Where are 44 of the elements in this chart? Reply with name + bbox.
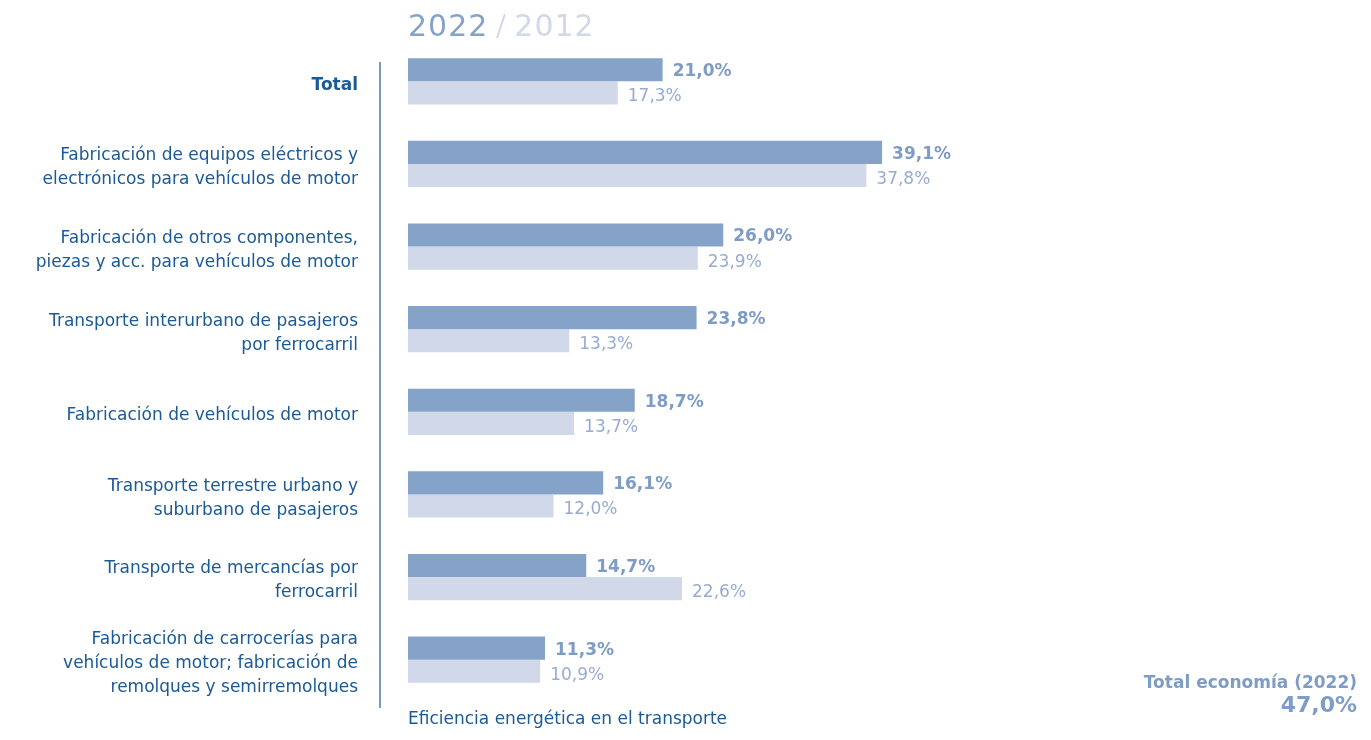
series-label: 2022	[408, 8, 489, 43]
data-label: 26,0%	[733, 225, 793, 246]
y-tick-label: Total	[311, 73, 358, 94]
bar	[408, 636, 546, 660]
bar	[408, 58, 663, 82]
data-label: 13,7%	[584, 415, 639, 436]
bar	[408, 329, 570, 353]
text: Total economía (2022)	[1143, 672, 1357, 692]
bar	[408, 81, 618, 105]
data-label: 39,1%	[892, 142, 952, 163]
data-label: 14,7%	[596, 555, 656, 576]
y-tick-label: Fabricación de equipos eléctricos y electrónicos para vehículos de motor	[42, 144, 359, 189]
y-tick-label: Fabricación de carrocerías para vehículos de motor; fabricación de remolques y semirremolques	[63, 628, 359, 697]
bar	[408, 223, 724, 247]
y-tick-label: Transporte terrestre urbano y suburbano de pasajeros	[106, 474, 359, 519]
bar	[408, 140, 883, 164]
bar	[408, 659, 541, 683]
data-label: 13,3%	[579, 333, 634, 354]
y-tick-label: Fabricación de otros componentes, piezas y acc. para vehículos de motor	[35, 226, 359, 271]
data-label: 12,0%	[563, 498, 618, 519]
data-label: 22,6%	[692, 581, 747, 602]
bar	[408, 471, 604, 495]
data-label: 37,8%	[876, 167, 931, 188]
data-label: 17,3%	[627, 85, 682, 106]
bar	[408, 388, 635, 412]
data-label: 21,0%	[672, 60, 732, 81]
text: Eficiencia energética en el transporte	[408, 708, 728, 728]
bar	[408, 553, 587, 578]
data-label: 18,7%	[644, 390, 704, 411]
data-label: 23,8%	[706, 308, 766, 329]
bar	[408, 246, 698, 270]
data-label: 16,1%	[613, 473, 673, 494]
data-label: 23,9%	[707, 250, 762, 271]
bar	[408, 494, 554, 518]
bar	[408, 163, 867, 188]
data-label: 11,3%	[555, 638, 614, 659]
text: 47,0%	[1279, 692, 1357, 717]
y-tick-label: Transporte de mercancías por ferrocarril	[103, 557, 359, 602]
bar	[408, 306, 697, 330]
y-tick-label: Fabricación de vehículos de motor	[66, 404, 358, 425]
bar	[408, 577, 683, 601]
data-label: 10,9%	[550, 663, 605, 684]
y-tick-label: Transporte interurbano de pasajeros por ferrocarril	[48, 309, 359, 354]
bar	[408, 411, 575, 435]
